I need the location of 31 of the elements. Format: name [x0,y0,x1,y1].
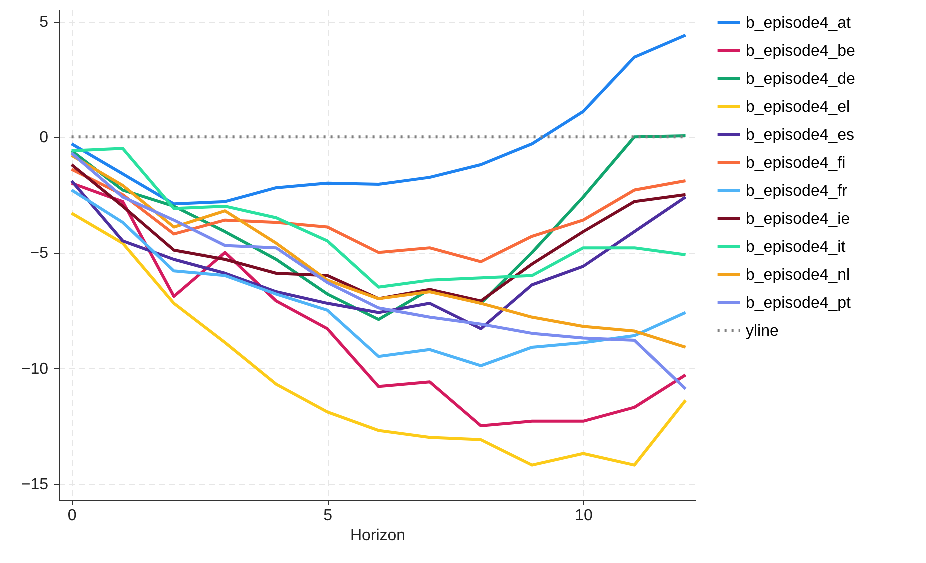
y-tick-label: 5 [40,14,49,32]
legend-label: yline [746,323,780,340]
legend-label: b_episode4_be [746,43,856,60]
line-series [70,147,688,289]
line-series [70,163,688,303]
x-axis-title: Horizon [350,528,406,544]
line-series [70,168,688,264]
legend-label: b_episode4_fr [746,183,848,200]
line-series [70,34,688,206]
y-tick-label: 0 [40,130,49,147]
legend-label: b_episode4_ie [746,211,850,228]
line-series [70,152,688,391]
x-tick-label: 0 [68,508,77,524]
legend-label: b_episode4_nl [746,267,850,284]
y-tick-label: −15 [21,476,49,494]
x-tick-label: 10 [575,508,593,524]
line-series [70,182,688,428]
line-series [70,180,688,330]
x-tick-label: 5 [324,508,333,524]
legend-label: b_episode4_el [746,99,850,116]
legend-label: b_episode4_fi [746,155,846,172]
line-series [70,154,688,349]
legend-label: b_episode4_at [746,15,852,32]
legend-label: b_episode4_it [746,239,846,256]
legend-label: b_episode4_de [746,71,856,88]
legend-label: b_episode4_es [746,127,855,144]
line-series [70,188,688,368]
y-tick-label: −10 [21,360,49,378]
line-series [70,212,688,467]
legend-label: b_episode4_pt [746,295,852,312]
y-tick-label: −5 [30,245,49,262]
